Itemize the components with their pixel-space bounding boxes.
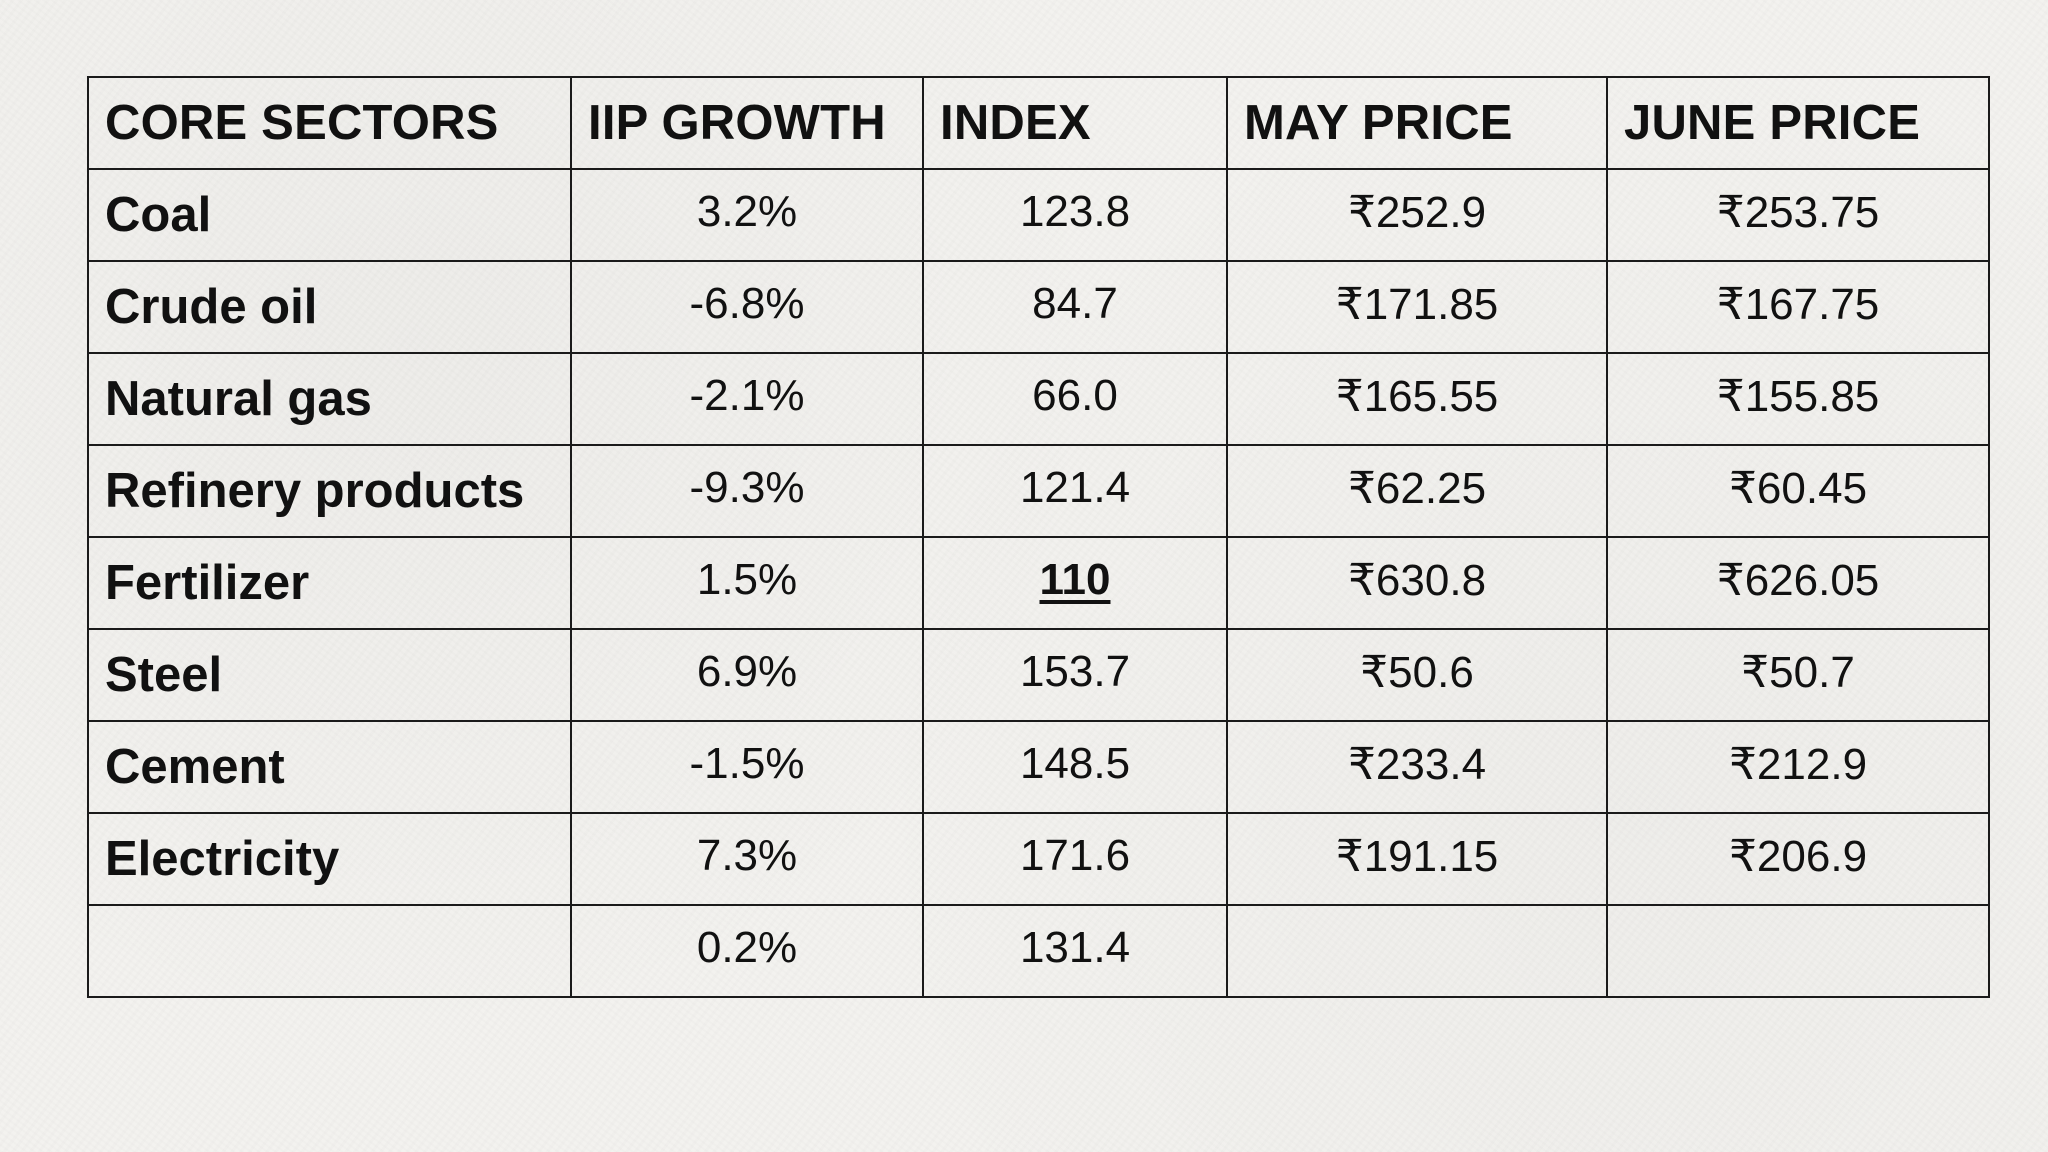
table-row: Refinery products -9.3% 121.4 ₹62.25 ₹60… [87,444,1990,538]
may-price-cell: ₹62.25 [1226,444,1608,538]
table-row: Fertilizer 1.5% 110 ₹630.8 ₹626.05 [87,536,1990,630]
iip-growth-cell: 6.9% [570,628,924,722]
may-price-cell: ₹191.15 [1226,812,1608,906]
sector-cell: Coal [87,168,572,262]
may-price-cell: ₹630.8 [1226,536,1608,630]
index-cell: 171.6 [922,812,1228,906]
june-price-cell: ₹60.45 [1606,444,1990,538]
sector-cell: Refinery products [87,444,572,538]
sector-cell: Crude oil [87,260,572,354]
sector-cell: Fertilizer [87,536,572,630]
header-may-price: MAY PRICE [1226,76,1608,170]
iip-growth-cell: -2.1% [570,352,924,446]
may-price-cell: ₹171.85 [1226,260,1608,354]
may-price-cell: ₹252.9 [1226,168,1608,262]
sector-cell: Cement [87,720,572,814]
sector-cell [87,904,572,998]
index-cell: 121.4 [922,444,1228,538]
table-row: Electricity 7.3% 171.6 ₹191.15 ₹206.9 [87,812,1990,906]
table-row: Cement -1.5% 148.5 ₹233.4 ₹212.9 [87,720,1990,814]
table-row: Steel 6.9% 153.7 ₹50.6 ₹50.7 [87,628,1990,722]
index-cell: 84.7 [922,260,1228,354]
core-sectors-table-container: CORE SECTORS IIP GROWTH INDEX MAY PRICE … [87,76,1990,998]
may-price-cell: ₹50.6 [1226,628,1608,722]
header-iip-growth: IIP GROWTH [570,76,924,170]
sector-cell: Natural gas [87,352,572,446]
index-cell: 153.7 [922,628,1228,722]
index-cell: 123.8 [922,168,1228,262]
table-row: Natural gas -2.1% 66.0 ₹165.55 ₹155.85 [87,352,1990,446]
june-price-cell: ₹206.9 [1606,812,1990,906]
may-price-cell: ₹165.55 [1226,352,1608,446]
table-row-total: 0.2% 131.4 [87,904,1990,998]
iip-growth-cell: 7.3% [570,812,924,906]
index-emphasized-value: 110 [1039,555,1111,604]
index-cell: 110 [922,536,1228,630]
table-row: Coal 3.2% 123.8 ₹252.9 ₹253.75 [87,168,1990,262]
iip-growth-cell: 1.5% [570,536,924,630]
may-price-cell: ₹233.4 [1226,720,1608,814]
table-row: Crude oil -6.8% 84.7 ₹171.85 ₹167.75 [87,260,1990,354]
iip-growth-cell: -9.3% [570,444,924,538]
sector-cell: Steel [87,628,572,722]
june-price-cell: ₹167.75 [1606,260,1990,354]
header-june-price: JUNE PRICE [1606,76,1990,170]
header-core-sectors: CORE SECTORS [87,76,572,170]
june-price-cell: ₹50.7 [1606,628,1990,722]
iip-growth-cell: 0.2% [570,904,924,998]
may-price-cell [1226,904,1608,998]
june-price-cell: ₹626.05 [1606,536,1990,630]
core-sectors-table: CORE SECTORS IIP GROWTH INDEX MAY PRICE … [87,76,1990,998]
iip-growth-cell: -1.5% [570,720,924,814]
index-cell: 131.4 [922,904,1228,998]
june-price-cell: ₹253.75 [1606,168,1990,262]
index-cell: 66.0 [922,352,1228,446]
iip-growth-cell: 3.2% [570,168,924,262]
iip-growth-cell: -6.8% [570,260,924,354]
june-price-cell: ₹212.9 [1606,720,1990,814]
june-price-cell [1606,904,1990,998]
june-price-cell: ₹155.85 [1606,352,1990,446]
header-index: INDEX [922,76,1228,170]
index-cell: 148.5 [922,720,1228,814]
table-header-row: CORE SECTORS IIP GROWTH INDEX MAY PRICE … [87,76,1990,170]
sector-cell: Electricity [87,812,572,906]
